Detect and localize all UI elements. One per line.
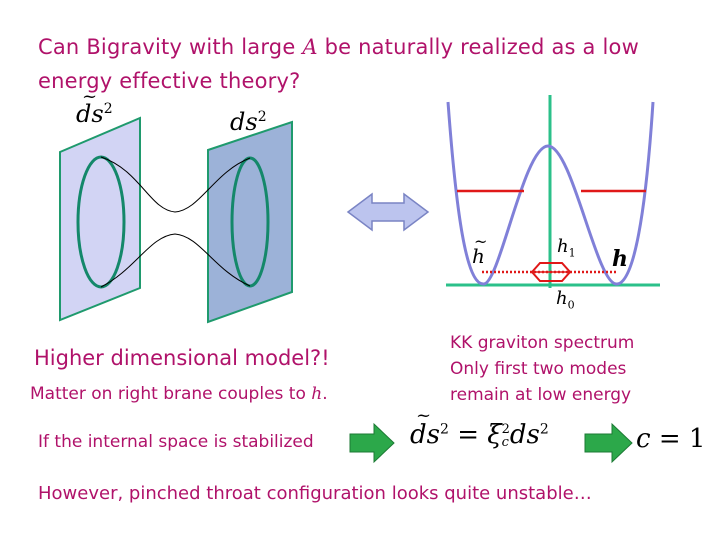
matter-coupling-text: Matter on right brane couples to h.	[30, 384, 328, 404]
title-line-1: Can Bigravity with large A be naturally …	[38, 35, 639, 59]
label-h: h	[612, 246, 628, 272]
label-h-tilde: h ~	[472, 232, 488, 268]
label-h0: h0	[556, 288, 575, 312]
green-arrow-2	[584, 422, 633, 464]
metric-label-left: ds ~2	[76, 86, 113, 128]
tilde-mark: ~	[82, 86, 98, 107]
higher-dimensional-heading: Higher dimensional model?!	[34, 346, 330, 370]
double-well-potential-curve	[446, 101, 655, 286]
conclusion-text: However, pinched throat configuration lo…	[38, 483, 592, 504]
green-arrow-1	[349, 422, 395, 464]
title-line-2: energy effective theory?	[38, 69, 301, 93]
left-brane	[59, 116, 141, 322]
coupling-result-equation: c = 1	[636, 424, 706, 454]
throat-lower-curve	[100, 233, 251, 288]
metric-label-right: ds2	[230, 108, 267, 136]
metric-relation-equation: ds ~2 = ξ 2 c ds2	[410, 405, 549, 450]
tilde-mark: ~	[474, 232, 488, 251]
slide-title: Can Bigravity with large A be naturally …	[38, 30, 639, 98]
throat-upper-curve	[100, 156, 251, 213]
right-brane	[207, 120, 293, 324]
label-h1: h1	[557, 236, 576, 260]
stabilization-text: If the internal space is stabilized	[38, 432, 314, 452]
equivalence-double-arrow	[346, 192, 430, 232]
kk-spectrum-caption: KK graviton spectrum Only first two mode…	[450, 333, 635, 405]
tilde-mark: ~	[416, 405, 432, 426]
